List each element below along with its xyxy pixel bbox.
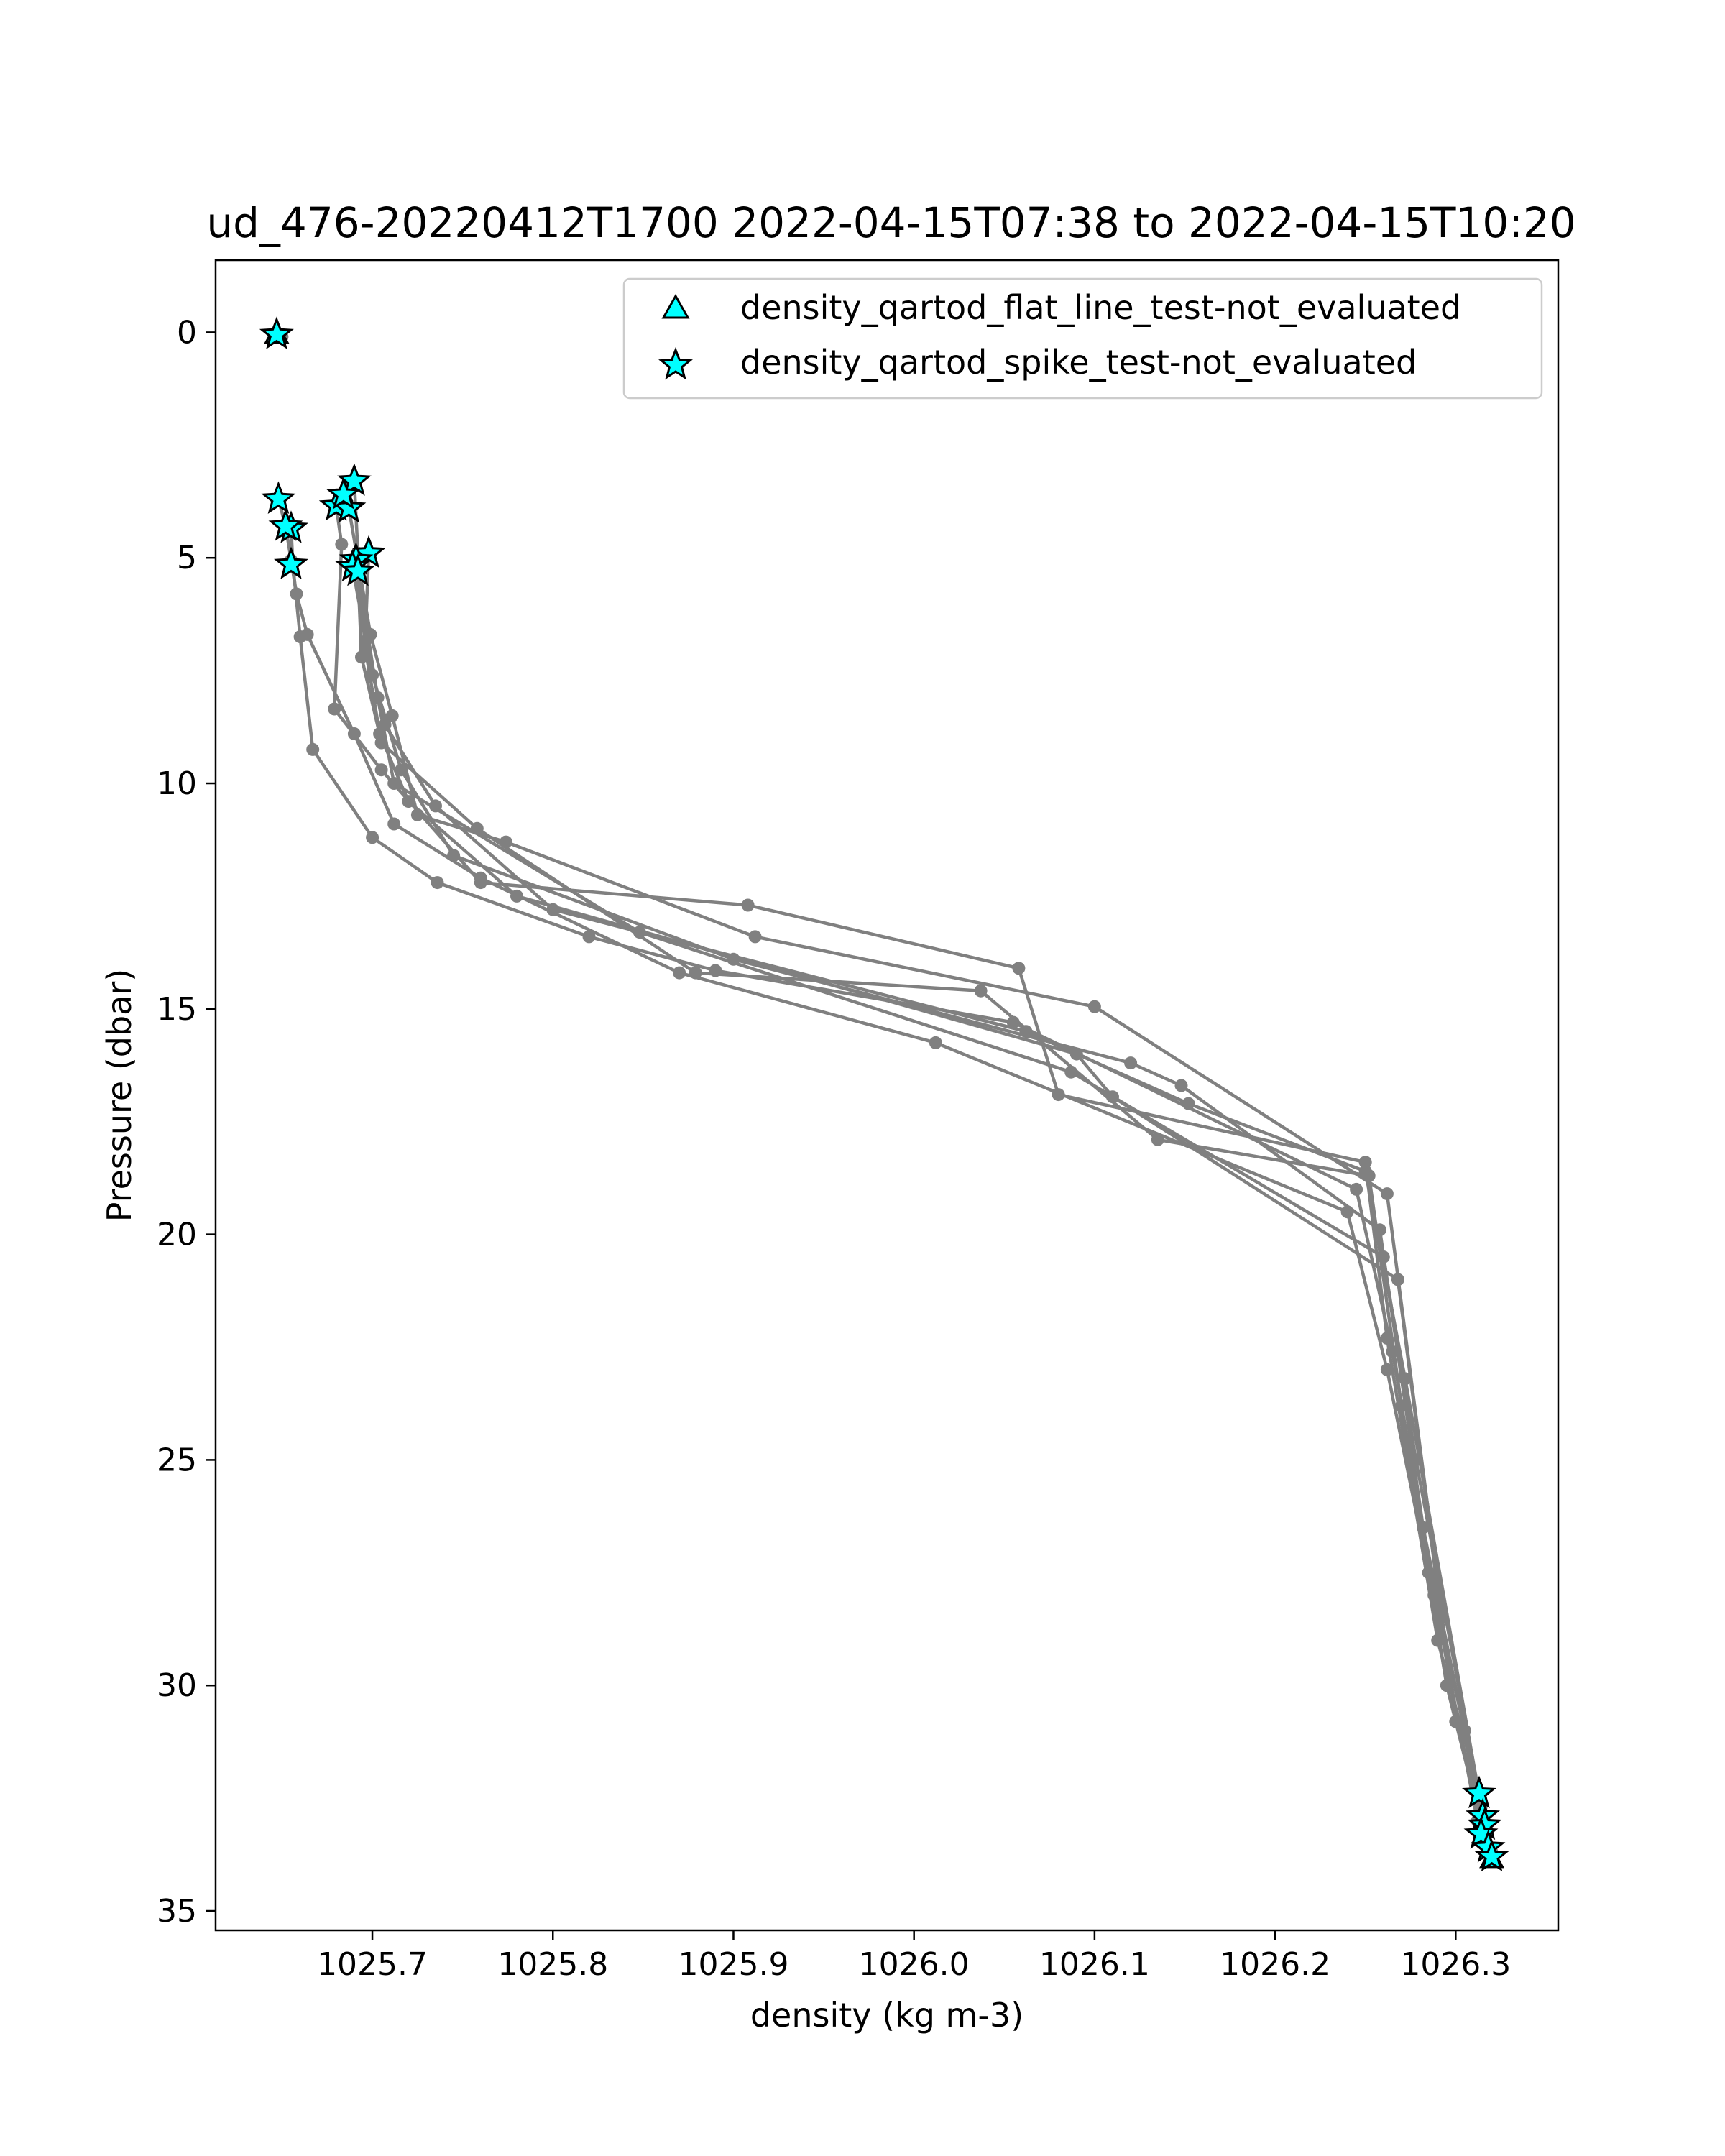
series-point bbox=[474, 876, 487, 890]
x-tick-label: 1025.7 bbox=[317, 1946, 428, 1983]
legend-star-marker-icon bbox=[658, 346, 693, 380]
y-tick-label: 0 bbox=[177, 314, 197, 351]
series-point bbox=[1435, 1611, 1448, 1625]
legend-entry-spike: density_qartod_spike_test-not_evaluated bbox=[740, 343, 1417, 382]
series-point bbox=[748, 930, 762, 944]
series-point bbox=[431, 876, 444, 890]
series-point bbox=[447, 849, 461, 862]
series-point bbox=[387, 777, 401, 790]
y-tick-label: 25 bbox=[157, 1442, 197, 1478]
chart-title: ud_476-20220412T1700 2022-04-15T07:38 to… bbox=[206, 198, 1576, 247]
spike-test-marker bbox=[1463, 1816, 1499, 1849]
legend: density_qartod_flat_line_test-not_evalua… bbox=[622, 277, 1543, 400]
legend-triangle-marker-icon bbox=[661, 293, 690, 319]
y-tick-label: 20 bbox=[157, 1217, 197, 1253]
x-tick-label: 1026.2 bbox=[1220, 1946, 1330, 1983]
series-point bbox=[673, 966, 686, 980]
series-point bbox=[387, 817, 401, 831]
x-tick-label: 1025.8 bbox=[497, 1946, 608, 1983]
series-point bbox=[1174, 1079, 1188, 1092]
y-axis: 0 5 10 15 20 25 30 35 bbox=[157, 314, 216, 1930]
x-tick-label: 1026.0 bbox=[859, 1946, 970, 1983]
series-line-8 bbox=[354, 560, 1492, 1853]
series-point bbox=[582, 930, 596, 944]
series-line-3 bbox=[333, 505, 1481, 1795]
series-point bbox=[1358, 1164, 1372, 1178]
series-point bbox=[1449, 1715, 1463, 1728]
series-point bbox=[328, 702, 341, 716]
series-point bbox=[293, 630, 307, 643]
y-tick-label: 15 bbox=[157, 991, 197, 1028]
series-point bbox=[1106, 1090, 1119, 1104]
series-point bbox=[1070, 1047, 1083, 1061]
series-point bbox=[1376, 1250, 1390, 1263]
series-point bbox=[1052, 1088, 1065, 1102]
spike-test-marker bbox=[1462, 1775, 1496, 1809]
y-tick-label: 35 bbox=[157, 1893, 197, 1930]
series-point bbox=[366, 831, 380, 844]
series-point bbox=[374, 763, 388, 777]
series-point bbox=[1012, 962, 1026, 975]
x-tick-label: 1025.9 bbox=[678, 1946, 788, 1983]
spike-test-marker bbox=[337, 463, 372, 496]
series-point bbox=[1124, 1056, 1138, 1070]
series-point bbox=[1182, 1097, 1195, 1110]
series-point bbox=[306, 742, 320, 756]
series-point bbox=[974, 984, 988, 998]
series-point bbox=[1391, 1273, 1404, 1286]
spike-test-marker bbox=[341, 553, 375, 586]
x-tick-label: 1026.1 bbox=[1039, 1946, 1150, 1983]
y-tick-label: 30 bbox=[157, 1667, 197, 1704]
spike-test-marker bbox=[1474, 1838, 1509, 1872]
series-point bbox=[1064, 1065, 1078, 1079]
series-point bbox=[355, 650, 368, 664]
x-axis-label: density (kg m-3) bbox=[750, 1996, 1024, 2035]
y-tick-label: 10 bbox=[157, 765, 197, 802]
x-tick-label: 1026.3 bbox=[1400, 1946, 1511, 1983]
legend-entry-flat-line: density_qartod_flat_line_test-not_evalua… bbox=[740, 288, 1461, 327]
series-point bbox=[373, 727, 387, 740]
series-point bbox=[510, 889, 523, 903]
y-tick-label: 5 bbox=[177, 540, 197, 576]
series-point bbox=[499, 835, 512, 849]
spike-test-marker bbox=[326, 476, 361, 510]
x-axis: 1025.7 1025.8 1025.9 1026.0 1026.1 1026.2 1026… bbox=[317, 1930, 1511, 1983]
series-point bbox=[385, 709, 399, 722]
series-point bbox=[1151, 1133, 1164, 1146]
series-line-9 bbox=[356, 571, 1494, 1862]
series-point bbox=[689, 966, 702, 980]
series-point bbox=[1350, 1182, 1363, 1196]
series-point bbox=[1417, 1521, 1430, 1534]
series-point bbox=[1087, 1000, 1101, 1013]
plot-area-frame bbox=[214, 259, 1560, 1932]
spike-test-marker bbox=[259, 316, 294, 349]
legend-box bbox=[622, 277, 1543, 400]
spike-test-marker bbox=[268, 508, 303, 541]
spike-test-marker bbox=[274, 546, 308, 579]
series-point bbox=[929, 1036, 942, 1049]
series-point bbox=[371, 691, 385, 704]
series-point bbox=[335, 538, 349, 551]
y-axis-label: Pressure (dbar) bbox=[100, 969, 139, 1222]
series-point bbox=[1380, 1187, 1394, 1201]
series-point bbox=[402, 795, 415, 808]
series-point bbox=[741, 898, 755, 912]
marker-layer bbox=[259, 316, 1509, 1872]
spike-test-marker bbox=[261, 481, 296, 514]
series-point bbox=[1358, 1156, 1372, 1169]
series-point bbox=[1373, 1223, 1386, 1237]
